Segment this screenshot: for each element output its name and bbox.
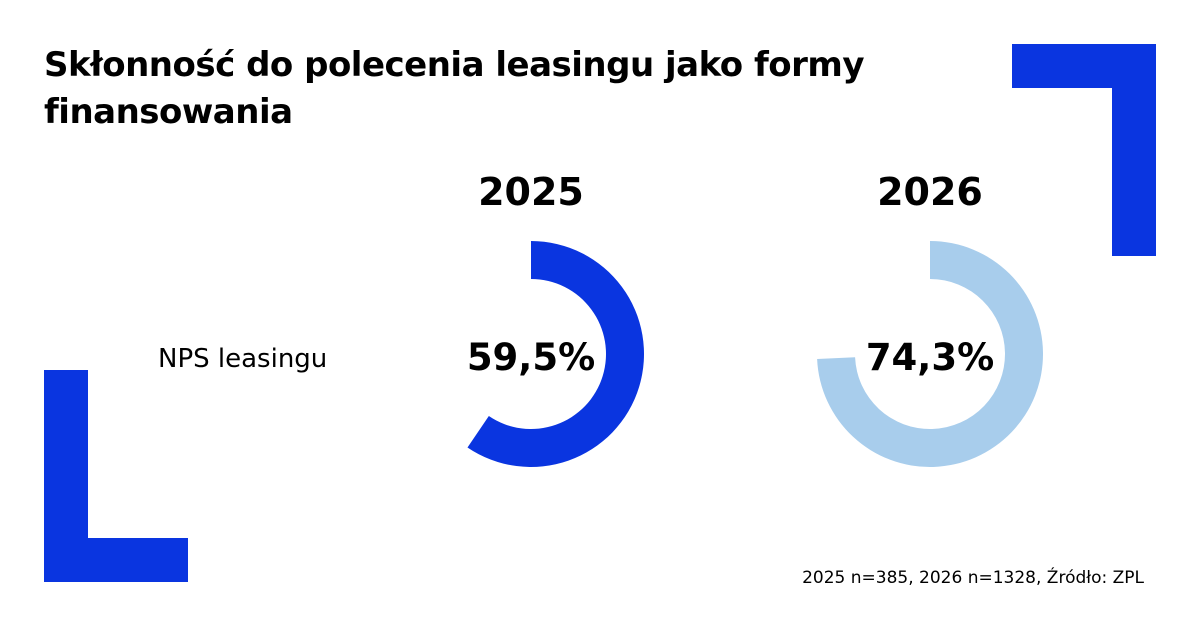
- footnote: 2025 n=385, 2026 n=1328, Źródło: ZPL: [802, 568, 1144, 588]
- donut-arc-2026: [817, 241, 1043, 467]
- row-label: NPS leasingu: [158, 344, 328, 374]
- year-label-2026: 2026: [877, 170, 983, 214]
- decor-corner-bottom-left-h: [44, 538, 188, 582]
- chart-title: Skłonność do polecenia leasingu jako for…: [44, 45, 865, 132]
- year-label-2025: 2025: [478, 170, 584, 214]
- donut-arc-2025: [467, 241, 644, 467]
- value-label-2025: 59,5%: [466, 336, 596, 379]
- value-label-2026: 74,3%: [865, 336, 995, 379]
- decor-corner-top-right-v: [1112, 44, 1156, 256]
